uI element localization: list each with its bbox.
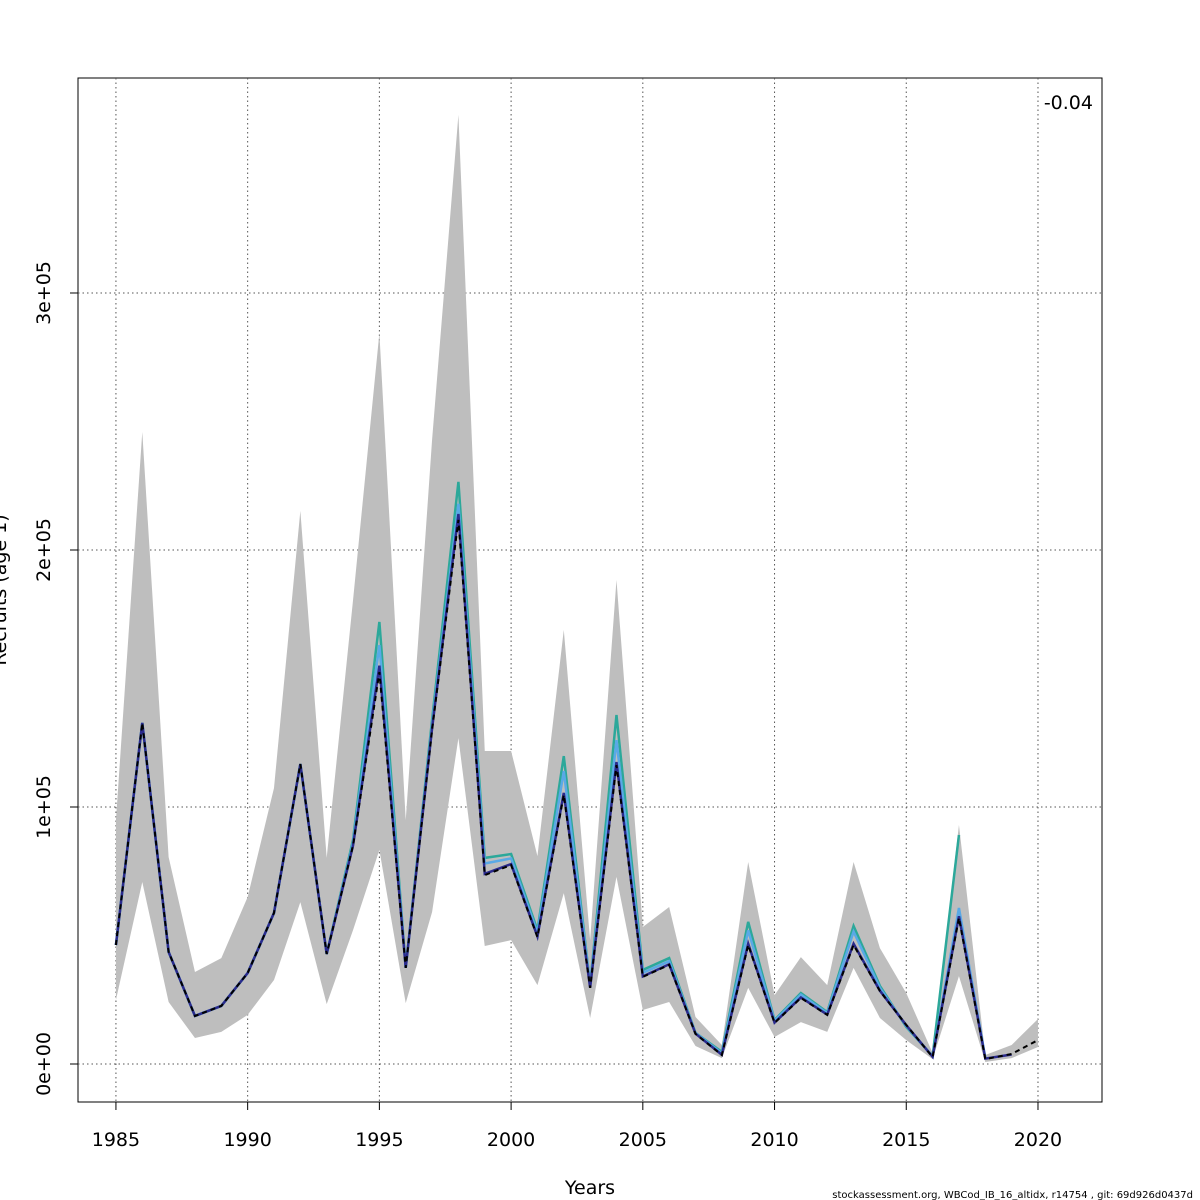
confidence-band	[115, 114, 1038, 1062]
x-tick-label: 2010	[750, 1129, 798, 1151]
x-axis-title: Years	[564, 1177, 615, 1199]
x-tick-label: 2000	[487, 1129, 535, 1151]
y-tick-label: 3e+05	[33, 261, 55, 325]
y-tick-label: 0e+00	[33, 1032, 55, 1096]
y-tick-label: 1e+05	[33, 775, 55, 839]
series-line	[114, 519, 1039, 1061]
x-tick-label: 1990	[223, 1129, 271, 1151]
x-tick-label: 1995	[355, 1129, 403, 1151]
plot-frame	[77, 77, 1103, 1103]
x-tick-label: 2005	[619, 1129, 667, 1151]
y-axis-title: Recruits (age 1)	[0, 514, 11, 665]
footer: stockassessment.org, WBCod_IB_16_altidx,…	[832, 1190, 1193, 1200]
y-tick-label: 2e+05	[33, 518, 55, 582]
annotation: -0.04	[1044, 92, 1093, 114]
x-tick-label: 2015	[882, 1129, 930, 1151]
x-tick-label: 1985	[92, 1129, 140, 1151]
x-tick-label: 2020	[1014, 1129, 1062, 1151]
